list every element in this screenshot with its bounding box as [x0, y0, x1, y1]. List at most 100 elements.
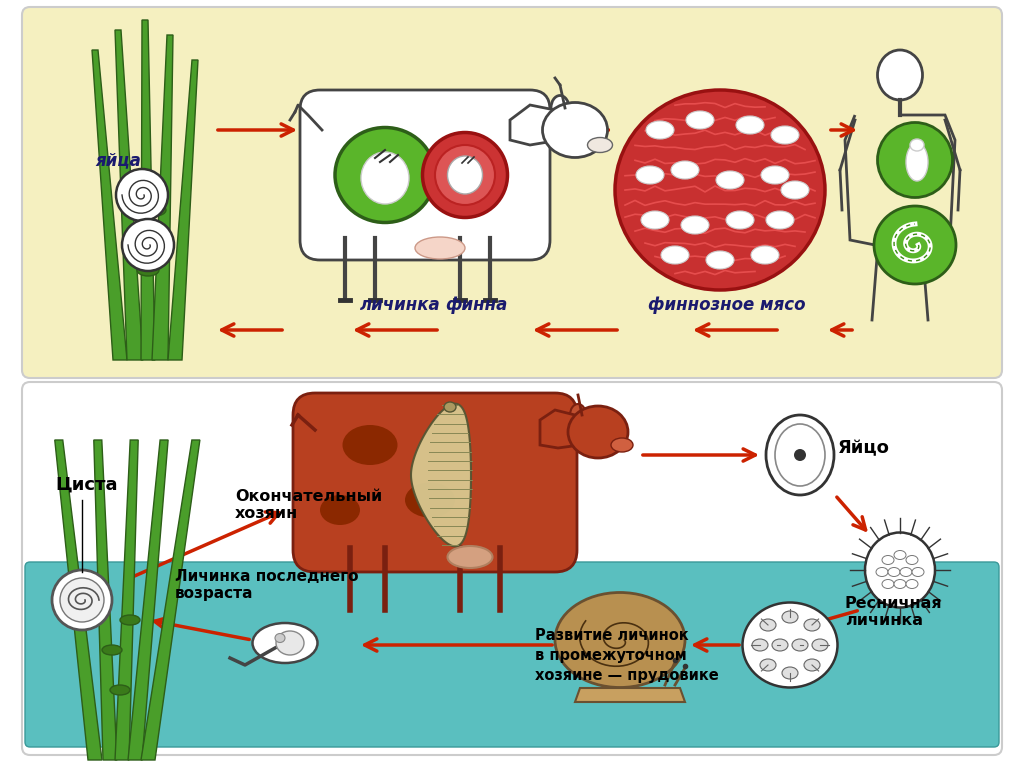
FancyBboxPatch shape: [25, 562, 999, 747]
Text: финнозное мясо: финнозное мясо: [648, 296, 806, 314]
Ellipse shape: [865, 532, 935, 607]
Ellipse shape: [781, 181, 809, 199]
Ellipse shape: [681, 216, 709, 234]
Ellipse shape: [726, 211, 754, 229]
Text: Яйцо: Яйцо: [838, 439, 890, 457]
Text: Развитие личинок
в промежуточном
хозяине — прудовике: Развитие личинок в промежуточном хозяине…: [535, 628, 719, 683]
Ellipse shape: [812, 639, 828, 651]
Ellipse shape: [120, 615, 140, 625]
Ellipse shape: [423, 133, 508, 218]
Ellipse shape: [447, 156, 482, 194]
Polygon shape: [540, 410, 580, 448]
Ellipse shape: [772, 639, 788, 651]
Polygon shape: [168, 60, 198, 360]
Ellipse shape: [882, 555, 894, 565]
Ellipse shape: [137, 264, 159, 276]
Polygon shape: [92, 50, 127, 360]
Ellipse shape: [116, 169, 168, 221]
FancyBboxPatch shape: [293, 393, 577, 572]
Polygon shape: [141, 20, 155, 360]
Ellipse shape: [555, 592, 685, 687]
Polygon shape: [115, 30, 143, 360]
Ellipse shape: [906, 143, 928, 181]
Ellipse shape: [878, 50, 923, 100]
Ellipse shape: [319, 495, 360, 525]
Text: Окончательный
хозяин: Окончательный хозяин: [234, 489, 382, 521]
Ellipse shape: [766, 211, 794, 229]
Ellipse shape: [110, 685, 130, 695]
Ellipse shape: [752, 639, 768, 651]
Text: личинка: личинка: [360, 296, 440, 314]
Text: яйца: яйца: [95, 151, 141, 169]
Ellipse shape: [804, 659, 820, 671]
Ellipse shape: [894, 551, 906, 559]
Ellipse shape: [760, 659, 776, 671]
Ellipse shape: [102, 645, 122, 655]
Ellipse shape: [900, 568, 912, 577]
Ellipse shape: [878, 123, 952, 197]
Ellipse shape: [543, 103, 607, 157]
Ellipse shape: [60, 578, 104, 622]
Ellipse shape: [910, 139, 924, 151]
Ellipse shape: [415, 237, 465, 259]
FancyBboxPatch shape: [22, 382, 1002, 755]
Ellipse shape: [766, 415, 834, 495]
Ellipse shape: [435, 145, 495, 205]
Ellipse shape: [782, 667, 798, 679]
Text: Циста: Циста: [55, 476, 118, 494]
Ellipse shape: [342, 425, 397, 465]
Ellipse shape: [276, 631, 304, 655]
Ellipse shape: [882, 580, 894, 588]
Ellipse shape: [706, 251, 734, 269]
Ellipse shape: [636, 166, 664, 184]
Text: финна: финна: [445, 296, 507, 314]
Ellipse shape: [615, 90, 825, 290]
Polygon shape: [141, 440, 200, 760]
Ellipse shape: [876, 568, 888, 577]
Polygon shape: [115, 440, 138, 760]
Ellipse shape: [588, 137, 612, 153]
Ellipse shape: [742, 603, 838, 687]
Polygon shape: [54, 440, 102, 760]
Ellipse shape: [874, 206, 956, 284]
Ellipse shape: [736, 116, 764, 134]
Ellipse shape: [671, 161, 699, 179]
Ellipse shape: [551, 96, 569, 120]
Ellipse shape: [122, 219, 174, 271]
Ellipse shape: [144, 204, 166, 216]
Ellipse shape: [52, 570, 112, 630]
Polygon shape: [510, 105, 560, 145]
Ellipse shape: [760, 619, 776, 631]
Ellipse shape: [447, 546, 493, 568]
Polygon shape: [94, 440, 117, 760]
Ellipse shape: [124, 234, 146, 246]
Ellipse shape: [906, 555, 918, 565]
Ellipse shape: [792, 639, 808, 651]
FancyBboxPatch shape: [22, 7, 1002, 378]
Ellipse shape: [782, 611, 798, 623]
Polygon shape: [128, 440, 168, 760]
Ellipse shape: [444, 402, 456, 412]
Ellipse shape: [775, 424, 825, 486]
Ellipse shape: [794, 449, 806, 461]
Ellipse shape: [894, 580, 906, 588]
Ellipse shape: [662, 246, 689, 264]
Ellipse shape: [761, 166, 790, 184]
Ellipse shape: [361, 152, 409, 204]
FancyBboxPatch shape: [300, 90, 550, 260]
Ellipse shape: [406, 482, 455, 518]
Ellipse shape: [253, 623, 317, 663]
Ellipse shape: [611, 438, 633, 452]
Ellipse shape: [335, 127, 435, 222]
Ellipse shape: [275, 634, 285, 643]
Polygon shape: [152, 35, 173, 360]
Ellipse shape: [751, 246, 779, 264]
Ellipse shape: [686, 111, 714, 129]
Ellipse shape: [570, 404, 586, 426]
Polygon shape: [411, 403, 471, 546]
Text: Личинка последнего
возраста: Личинка последнего возраста: [175, 568, 358, 601]
Ellipse shape: [646, 121, 674, 139]
Ellipse shape: [641, 211, 669, 229]
Text: Ресничная
личинка: Ресничная личинка: [845, 596, 943, 628]
Ellipse shape: [888, 568, 900, 577]
